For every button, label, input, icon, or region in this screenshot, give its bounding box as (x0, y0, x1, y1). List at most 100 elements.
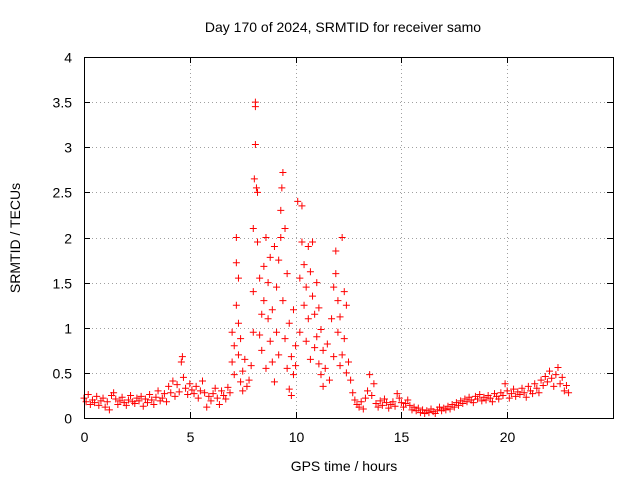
data-point-plus (330, 353, 338, 361)
data-point-plus (273, 328, 281, 336)
data-point-plus (306, 268, 314, 276)
data-point-plus (520, 389, 528, 397)
data-point-plus (285, 385, 293, 393)
data-point-plus (250, 175, 258, 183)
data-point-plus (565, 389, 573, 397)
data-point-plus (277, 206, 285, 214)
data-point-plus (163, 398, 171, 406)
data-point-plus (332, 247, 340, 255)
data-point-plus (302, 283, 310, 291)
data-point-plus (273, 283, 281, 291)
data-point-plus (336, 313, 344, 321)
data-point-plus (306, 355, 314, 363)
data-point-plus (512, 392, 520, 400)
data-point-plus (91, 399, 99, 407)
data-point-plus (175, 388, 183, 396)
data-point-plus (357, 398, 365, 406)
data-point-plus (345, 358, 352, 366)
data-point-plus (383, 399, 391, 407)
data-point-plus (311, 310, 319, 318)
data-point-plus (254, 238, 262, 246)
data-point-plus (546, 367, 554, 375)
data-point-plus (368, 391, 376, 399)
y-tick-label: 2.5 (53, 185, 73, 201)
tick-layer: 0 0.5 1 1.5 2 2.5 3 3.5 4 0 5 10 15 20 (53, 50, 613, 445)
data-point-plus (518, 384, 526, 392)
data-point-plus (218, 387, 226, 395)
data-point-plus (359, 405, 367, 413)
data-point-plus (232, 234, 240, 241)
data-point-plus (292, 342, 300, 350)
data-point-plus (355, 403, 363, 411)
data-point-plus (279, 297, 287, 305)
data-point-plus (179, 373, 187, 381)
data-point-plus (116, 397, 124, 405)
data-point-plus (533, 384, 541, 392)
data-point-plus (192, 382, 200, 390)
data-point-plus (188, 386, 196, 394)
data-point-plus (366, 371, 374, 379)
data-point-plus (541, 372, 549, 380)
data-point-plus (277, 234, 285, 241)
data-point-plus (556, 380, 564, 388)
data-point-plus (103, 398, 111, 406)
data-point-plus (425, 409, 433, 417)
data-point-plus (112, 395, 120, 403)
data-point-plus (395, 394, 403, 402)
data-point-plus (380, 395, 388, 403)
data-point-plus (361, 394, 369, 402)
data-point-plus (463, 398, 471, 406)
data-point-plus (230, 342, 238, 350)
data-point-plus (203, 403, 211, 411)
data-point-plus (554, 363, 562, 371)
data-point-plus (340, 288, 348, 296)
data-points (80, 98, 573, 417)
data-point-plus (459, 400, 467, 408)
data-point-plus (82, 398, 90, 406)
data-point-plus (516, 391, 524, 399)
data-point-plus (99, 394, 107, 402)
data-point-plus (262, 234, 270, 241)
data-point-plus (404, 396, 412, 404)
x-axis-label: GPS time / hours (291, 458, 398, 474)
data-point-plus (234, 274, 242, 282)
data-point-plus (482, 396, 490, 404)
data-point-plus (522, 393, 530, 401)
data-point-plus (101, 403, 109, 411)
data-point-plus (435, 403, 443, 411)
data-point-plus (224, 383, 232, 391)
data-point-plus (287, 391, 295, 399)
data-point-plus (278, 184, 286, 192)
data-point-plus (256, 331, 264, 339)
data-point-plus (419, 406, 427, 414)
data-point-plus (146, 391, 154, 399)
data-point-plus (234, 319, 242, 327)
data-point-plus (266, 337, 274, 345)
y-axis-label: SRMTID / TECUs (7, 183, 23, 293)
data-point-plus (351, 396, 359, 404)
data-point-plus (268, 358, 276, 366)
data-point-plus (505, 394, 513, 402)
data-point-plus (510, 385, 518, 393)
data-point-plus (431, 409, 439, 417)
data-point-plus (336, 362, 344, 370)
data-point-plus (400, 403, 408, 411)
data-point-plus (281, 224, 289, 232)
data-point-plus (270, 243, 278, 251)
data-point-plus (232, 301, 240, 309)
data-point-plus (385, 404, 393, 412)
data-point-plus (476, 391, 484, 399)
data-point-plus (93, 392, 101, 400)
data-point-plus (414, 404, 422, 412)
data-point-plus (311, 344, 319, 352)
data-point-plus (222, 395, 230, 403)
data-point-plus (211, 384, 219, 392)
data-point-plus (446, 405, 454, 413)
data-point-plus (478, 397, 486, 405)
data-point-plus (340, 335, 348, 343)
data-point-plus (289, 306, 297, 314)
data-point-plus (148, 396, 156, 404)
data-point-plus (378, 401, 386, 409)
data-point-plus (268, 306, 276, 314)
